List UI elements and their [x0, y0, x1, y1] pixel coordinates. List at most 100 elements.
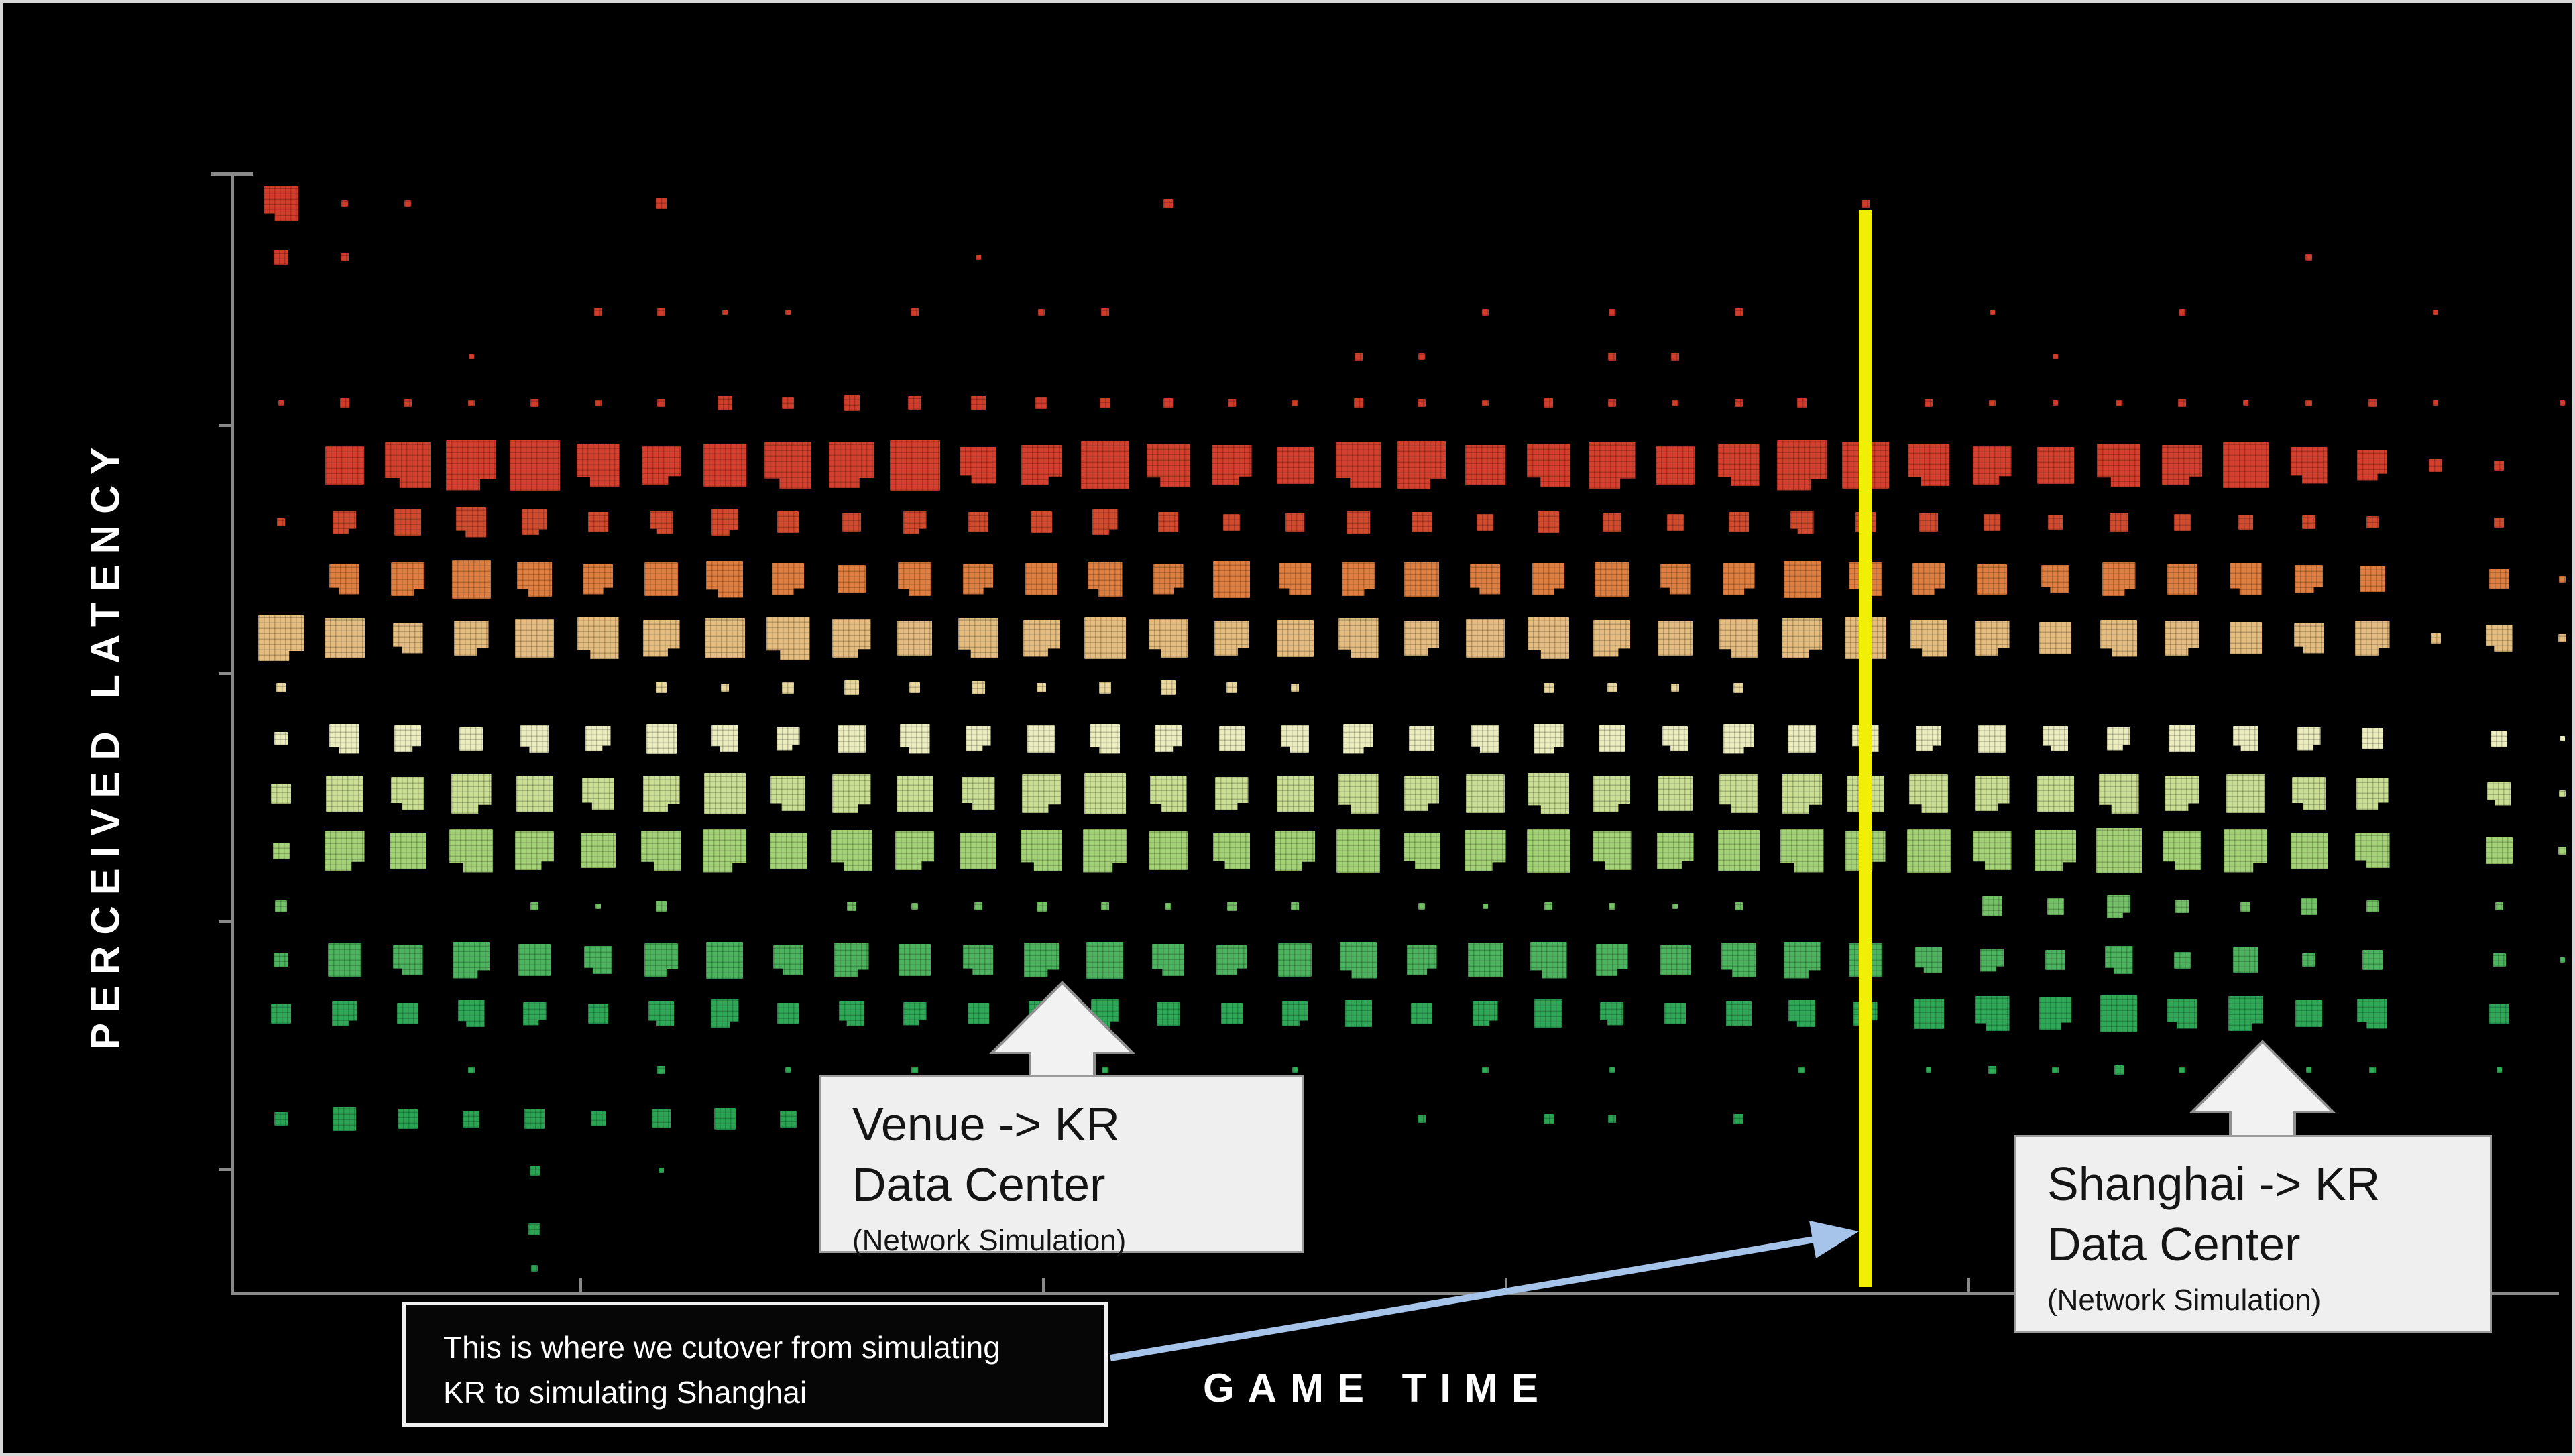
- data-cell: [456, 507, 486, 538]
- data-cell: [1544, 902, 1552, 910]
- data-cell: [1465, 445, 1505, 485]
- data-cell: [1335, 442, 1381, 488]
- data-cell: [2179, 309, 2185, 316]
- data-cell: [659, 1168, 664, 1173]
- x-axis-label: GAME TIME: [1203, 1366, 1552, 1410]
- data-cell: [846, 902, 856, 911]
- data-cell: [467, 1067, 475, 1073]
- data-cell: [576, 444, 620, 487]
- data-cell: [1086, 941, 1123, 979]
- data-cell: [1404, 562, 1439, 597]
- data-cell: [1467, 943, 1503, 977]
- data-cell: [703, 773, 746, 814]
- data-cell: [1481, 1067, 1489, 1073]
- data-cell: [467, 400, 475, 406]
- data-cell: [1213, 832, 1250, 869]
- data-cell: [394, 725, 421, 752]
- data-cell: [703, 444, 746, 487]
- data-cell: [903, 510, 927, 534]
- data-cell: [703, 829, 746, 873]
- data-cell: [1412, 512, 1432, 532]
- data-cell: [1158, 512, 1178, 532]
- data-cell: [2048, 515, 2063, 530]
- shanghai-callout: Shanghai -> KR Data Center (Network Simu…: [2014, 1135, 2492, 1333]
- data-cell: [2368, 1067, 2376, 1073]
- data-cell: [1528, 773, 1569, 814]
- data-cell: [333, 1107, 356, 1131]
- data-cell: [1798, 1067, 1805, 1073]
- data-cell: [333, 510, 356, 534]
- data-cell: [1404, 776, 1439, 811]
- data-cell: [580, 833, 616, 868]
- data-cell: [1782, 618, 1822, 658]
- data-cell: [2366, 516, 2379, 528]
- data-cell: [392, 623, 423, 654]
- data-cell: [1602, 513, 1621, 532]
- data-cell: [2560, 957, 2565, 963]
- shanghai-callout-title-line2: Data Center: [2047, 1217, 2301, 1270]
- data-cell: [516, 775, 553, 812]
- data-cell: [711, 725, 738, 752]
- data-cell: [1080, 441, 1129, 489]
- data-cell: [1532, 563, 1564, 595]
- data-cell: [1974, 621, 2010, 656]
- data-cell: [889, 440, 940, 491]
- data-cell: [1783, 941, 1821, 979]
- data-cell: [832, 774, 871, 813]
- data-cell: [1161, 680, 1176, 695]
- data-cell: [2292, 777, 2326, 810]
- data-cell: [1338, 774, 1379, 814]
- data-cell: [593, 308, 602, 316]
- data-cell: [2300, 898, 2318, 915]
- data-cell: [1347, 510, 1370, 534]
- data-cell: [2433, 400, 2438, 406]
- shanghai-callout-subtitle: (Network Simulation): [2047, 1284, 2322, 1317]
- data-cell: [1988, 400, 1996, 406]
- data-cell: [2560, 400, 2565, 406]
- data-cell: [2114, 1065, 2124, 1075]
- data-cell: [1156, 1002, 1180, 1026]
- data-cell: [2100, 619, 2137, 657]
- data-cell: [1662, 726, 1688, 751]
- data-cell: [2368, 399, 2377, 407]
- data-cell: [1788, 725, 1816, 753]
- data-cell: [2052, 1067, 2059, 1073]
- data-cell: [974, 902, 982, 910]
- data-cell: [1797, 398, 1807, 408]
- data-cell: [899, 723, 930, 754]
- data-cell: [2107, 894, 2130, 918]
- data-cell: [258, 615, 304, 661]
- data-cell: [2109, 513, 2128, 532]
- data-cell: [594, 400, 602, 406]
- data-cell: [657, 1066, 665, 1074]
- data-cell: [641, 831, 681, 871]
- data-cell: [1291, 684, 1299, 692]
- data-cell: [1989, 310, 1995, 315]
- data-cell: [2361, 728, 2383, 749]
- data-cell: [967, 1003, 989, 1024]
- data-cell: [1220, 1003, 1243, 1024]
- data-cell: [2053, 400, 2058, 406]
- data-cell: [1092, 509, 1118, 535]
- data-cell: [577, 617, 619, 659]
- data-cell: [1980, 948, 2004, 972]
- data-cell: [2429, 459, 2442, 472]
- data-cell: [457, 1000, 485, 1027]
- data-cell: [1543, 682, 1554, 693]
- data-cell: [1906, 829, 1951, 873]
- data-cell: [657, 308, 665, 316]
- data-cell: [958, 618, 998, 658]
- data-cell: [583, 946, 612, 974]
- data-cell: [963, 945, 993, 975]
- data-cell: [646, 723, 677, 754]
- data-cell: [1087, 562, 1123, 597]
- data-cell: [391, 562, 424, 596]
- data-cell: [1776, 440, 1827, 491]
- data-cell: [1607, 683, 1617, 692]
- data-cell: [1149, 775, 1187, 812]
- data-cell: [329, 723, 359, 754]
- data-cell: [895, 831, 934, 870]
- data-cell: [1276, 619, 1314, 657]
- data-cell: [1534, 999, 1562, 1028]
- x-tick: [1042, 1278, 1045, 1293]
